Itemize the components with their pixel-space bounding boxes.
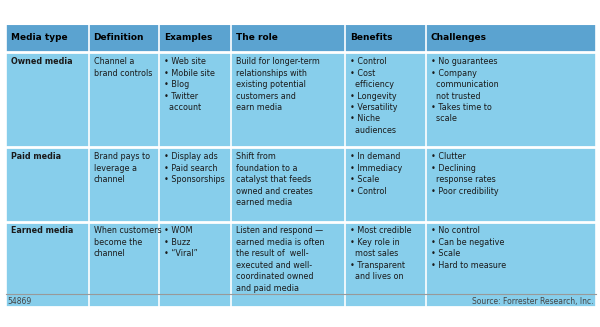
Text: Challenges: Challenges <box>431 33 487 43</box>
Text: Examples: Examples <box>164 33 212 43</box>
Text: Media type: Media type <box>11 33 67 43</box>
Text: • In demand
• Immediacy
• Scale
• Control: • In demand • Immediacy • Scale • Contro… <box>350 152 402 196</box>
Bar <box>6 221 596 307</box>
Text: Channel a
brand controls: Channel a brand controls <box>94 57 152 78</box>
Bar <box>6 24 596 52</box>
Text: 54869: 54869 <box>8 297 32 306</box>
Text: When customers
become the
channel: When customers become the channel <box>94 226 161 258</box>
Text: Build for longer-term
relationships with
existing potential
customers and
earn m: Build for longer-term relationships with… <box>236 57 320 112</box>
Bar <box>6 147 596 221</box>
Text: Owned media: Owned media <box>11 57 73 66</box>
Text: The role: The role <box>236 33 278 43</box>
Text: Benefits: Benefits <box>350 33 392 43</box>
Text: Definition: Definition <box>94 33 144 43</box>
Text: Paid media: Paid media <box>11 152 61 161</box>
Text: • Clutter
• Declining
  response rates
• Poor credibility: • Clutter • Declining response rates • P… <box>431 152 499 196</box>
Text: • Display ads
• Paid search
• Sponsorships: • Display ads • Paid search • Sponsorshi… <box>164 152 224 184</box>
Bar <box>6 52 596 147</box>
Text: Shift from
foundation to a
catalyst that feeds
owned and creates
earned media: Shift from foundation to a catalyst that… <box>236 152 313 207</box>
Text: Source: Forrester Research, Inc.: Source: Forrester Research, Inc. <box>473 297 594 306</box>
Text: • No control
• Can be negative
• Scale
• Hard to measure: • No control • Can be negative • Scale •… <box>431 226 506 270</box>
Text: • Most credible
• Key role in
  most sales
• Transparent
  and lives on: • Most credible • Key role in most sales… <box>350 226 412 281</box>
Text: Brand pays to
leverage a
channel: Brand pays to leverage a channel <box>94 152 150 184</box>
Text: Earned media: Earned media <box>11 226 73 235</box>
Text: • Web site
• Mobile site
• Blog
• Twitter
  account: • Web site • Mobile site • Blog • Twitte… <box>164 57 215 112</box>
Text: • Control
• Cost
  efficiency
• Longevity
• Versatility
• Niche
  audiences: • Control • Cost efficiency • Longevity … <box>350 57 397 135</box>
Text: Listen and respond —
earned media is often
the result of  well-
executed and wel: Listen and respond — earned media is oft… <box>236 226 325 293</box>
Text: • WOM
• Buzz
• “Viral”: • WOM • Buzz • “Viral” <box>164 226 197 258</box>
Text: • No guarantees
• Company
  communication
  not trusted
• Takes time to
  scale: • No guarantees • Company communication … <box>431 57 499 124</box>
